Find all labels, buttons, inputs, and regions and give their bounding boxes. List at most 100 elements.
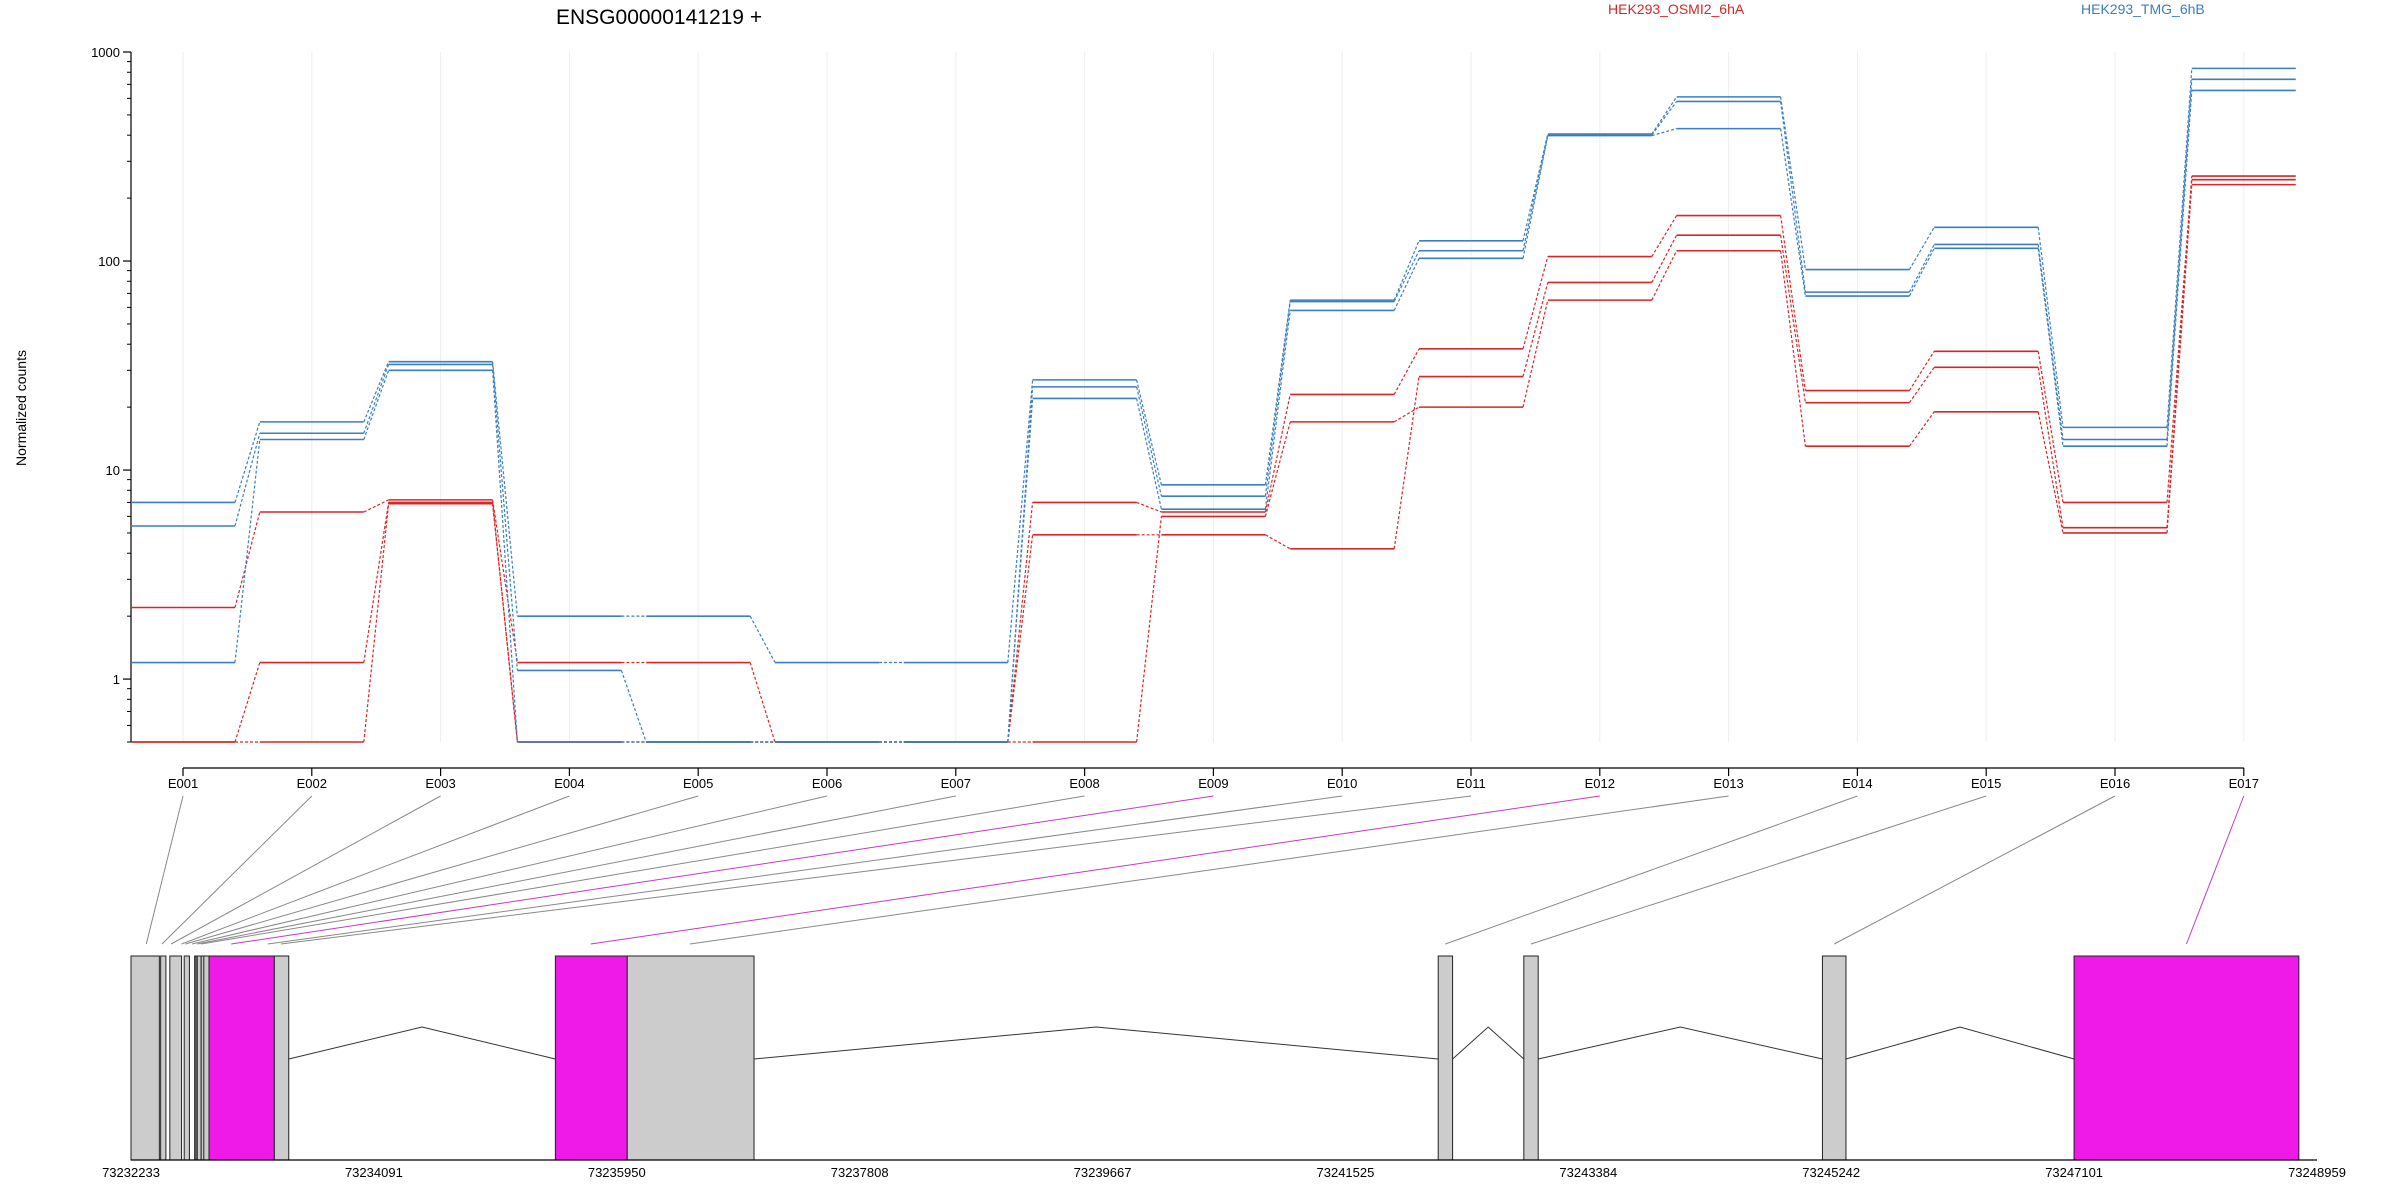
coordinate-label-3: 73237808 <box>831 1165 889 1180</box>
connector-E004 <box>181 795 570 945</box>
exon-1 <box>160 955 167 1161</box>
intron-0 <box>288 1026 556 1060</box>
exon-12 <box>273 955 290 1161</box>
coordinate-label-7: 73245242 <box>1802 1165 1860 1180</box>
intron-2 <box>1452 1026 1525 1060</box>
series-4-link-E002 <box>363 364 390 434</box>
series-1-link-E003 <box>492 502 518 743</box>
x-tick-label-E009: E009 <box>1198 776 1228 791</box>
intron-3 <box>1538 1026 1823 1060</box>
series-3-link-E012 <box>1651 96 1678 135</box>
x-tick-label-E002: E002 <box>297 776 327 791</box>
series-0-link-E011 <box>1522 256 1549 350</box>
legend-entry-tmg: HEK293_TMG_6hB <box>2081 1 2205 17</box>
series-3-link-E008 <box>1136 379 1162 485</box>
series-4-link-E001 <box>234 433 261 527</box>
x-tick-label-E003: E003 <box>425 776 455 791</box>
series-1-link-E013 <box>1780 235 1806 403</box>
connector-E010 <box>267 795 1343 945</box>
exon-18 <box>2073 955 2300 1161</box>
connector-E012 <box>590 795 1600 945</box>
series-2-link-E002 <box>363 503 390 743</box>
coordinate-label-8: 73247101 <box>2045 1165 2103 1180</box>
series-5-link-E016 <box>2166 90 2193 447</box>
x-tick-label-E006: E006 <box>812 776 842 791</box>
connector-E003 <box>170 795 441 945</box>
y-tick-label-1: 10 <box>106 463 120 478</box>
series-5-link-E015 <box>2037 248 2064 447</box>
series-1-link-E014 <box>1908 366 1935 404</box>
series-1-link-E015 <box>2037 367 2064 528</box>
series-5-link-E012 <box>1651 128 1677 137</box>
series-0-link-E003 <box>492 499 518 663</box>
series-2-link-E015 <box>2037 411 2064 534</box>
connector-E016 <box>1833 795 2116 945</box>
exon-11 <box>208 955 275 1161</box>
x-tick-label-E012: E012 <box>1585 776 1615 791</box>
x-tick-label-E007: E007 <box>941 776 971 791</box>
series-0-link-E008 <box>1136 501 1162 513</box>
exon-17 <box>1821 955 1847 1161</box>
coordinate-label-0: 73232233 <box>102 1165 160 1180</box>
series-1-link-E011 <box>1522 282 1549 377</box>
series-5-link-E008 <box>1136 398 1162 510</box>
series-0-link-E014 <box>1908 350 1935 391</box>
series-0-link-E001 <box>234 511 261 608</box>
connector-E001 <box>145 795 184 945</box>
y-tick-label-0: 1 <box>113 672 120 687</box>
x-tick-label-E005: E005 <box>683 776 713 791</box>
connector-E017 <box>2185 795 2245 945</box>
series-3-link-E003 <box>492 361 518 617</box>
series-2 <box>131 183 2296 743</box>
intron-1 <box>753 1026 1439 1060</box>
series-3-link-E013 <box>1780 96 1806 270</box>
series-5-link-E013 <box>1780 128 1806 297</box>
exon-16 <box>1523 955 1539 1161</box>
x-tick-label-E001: E001 <box>168 776 198 791</box>
exon-3 <box>183 955 190 1161</box>
coordinate-label-1: 73234091 <box>345 1165 403 1180</box>
series-2-link-E010 <box>1393 406 1420 423</box>
x-tick-label-E008: E008 <box>1069 776 1099 791</box>
series-4-link-E008 <box>1136 386 1162 497</box>
series-1-link-E009 <box>1265 534 1291 550</box>
series-lines <box>131 67 2296 743</box>
exon-9 <box>196 955 202 1161</box>
coordinate-label-9: 73248959 <box>2288 1165 2346 1180</box>
series-5-link-E002 <box>363 370 390 440</box>
series-5 <box>131 89 2296 743</box>
series-4-link-E003 <box>492 364 518 671</box>
exon-connectors <box>145 795 2245 945</box>
series-1-link-E012 <box>1651 234 1678 283</box>
series-2-link-E009 <box>1264 421 1291 517</box>
coordinate-label-5: 73241525 <box>1317 1165 1375 1180</box>
connector-E009 <box>231 795 1214 945</box>
series-2-link-E008 <box>1136 516 1162 743</box>
grid <box>182 52 2245 742</box>
x-tick-label-E015: E015 <box>1971 776 2001 791</box>
series-0-link-E015 <box>2037 351 2064 503</box>
series-5-link-E007 <box>1007 398 1034 743</box>
series-4-link-E013 <box>1780 101 1806 293</box>
series-3-link-E002 <box>363 361 390 423</box>
connector-E005 <box>185 795 699 945</box>
exon-15 <box>1437 955 1454 1161</box>
series-1-link-E010 <box>1393 376 1420 549</box>
series-5-link-E009 <box>1264 310 1291 510</box>
series-4-link-E014 <box>1908 244 1935 293</box>
coordinate-label-6: 73243384 <box>1559 1165 1617 1180</box>
x-tick-label-E011: E011 <box>1456 776 1485 791</box>
series-3-link-E010 <box>1393 240 1420 301</box>
series-3-link-E014 <box>1908 226 1935 270</box>
series-4-link-E012 <box>1651 101 1678 136</box>
exon-10 <box>200 955 205 1161</box>
exon-13 <box>554 955 628 1161</box>
series-3-link-E009 <box>1264 300 1291 485</box>
connector-E015 <box>1530 795 1987 945</box>
y-tick-label-2: 100 <box>98 254 120 269</box>
x-tick-label-E017: E017 <box>2229 776 2259 791</box>
connector-E006 <box>191 795 828 945</box>
series-0-link-E002 <box>363 499 389 513</box>
y-axis: 1 10 100 1000 <box>91 45 132 743</box>
